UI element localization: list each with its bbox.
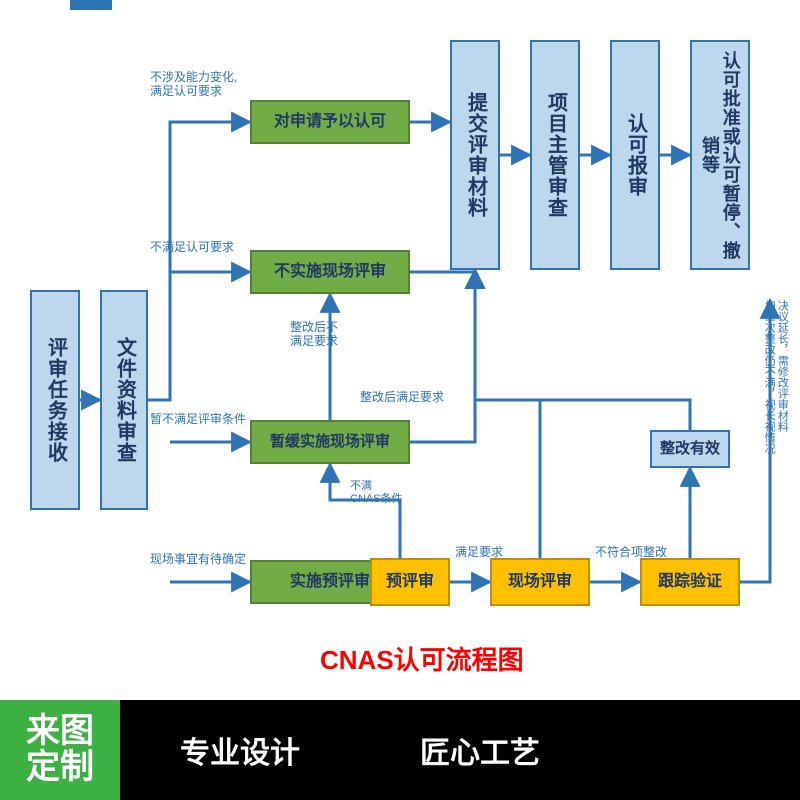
label-l3: 暂不满足评审条件 bbox=[150, 412, 246, 426]
label-l6: 整改后满足要求 bbox=[360, 390, 444, 404]
node-v3: 认可报审 bbox=[610, 40, 660, 270]
label-l1: 不涉及能力变化, 满足认可要求 bbox=[150, 70, 237, 99]
banner-tag-1: 专业设计 bbox=[180, 728, 300, 772]
label-l9: 不符合项整改 bbox=[595, 545, 667, 559]
diagram-title: CNAS认可流程图 bbox=[320, 640, 524, 677]
banner-square: 来图定制 bbox=[0, 700, 120, 800]
label-l5: 整改后不 满足要求 bbox=[290, 320, 338, 349]
label-l7: 不满 CNAS条件 bbox=[350, 480, 403, 506]
label-l4: 现场事宜有待确定 bbox=[150, 552, 246, 566]
node-o2: 现场评审 bbox=[490, 558, 590, 606]
node-o1: 预评审 bbox=[370, 558, 450, 606]
bottom-banner: 来图定制 专业设计 匠心工艺 bbox=[0, 700, 800, 800]
node-v4: 认可批准或认可暂停、撤销等 bbox=[690, 40, 750, 270]
node-o3: 跟踪验证 bbox=[640, 558, 740, 606]
label-l2: 不满足认可要求 bbox=[150, 240, 234, 254]
node-v1: 提交评审材料 bbox=[450, 40, 500, 270]
node-g1: 对申请予以认可 bbox=[250, 100, 410, 144]
label-l8: 满足要求 bbox=[455, 545, 503, 559]
node-g2: 不实施现场评审 bbox=[250, 250, 410, 294]
top-blue-segment bbox=[70, 0, 112, 10]
banner-tag-2: 匠心工艺 bbox=[420, 728, 540, 772]
label-l10: 决议延长，需修改评审材料 如二次整改仍不满，视长视情况 bbox=[762, 300, 788, 454]
node-g3: 暂缓实施现场评审 bbox=[250, 420, 410, 464]
node-v2: 项目主管审查 bbox=[530, 40, 580, 270]
node-b1: 整改有效 bbox=[650, 430, 730, 468]
node-n1: 评审任务接收 bbox=[30, 290, 80, 510]
node-n2: 文件资料审查 bbox=[100, 290, 148, 510]
